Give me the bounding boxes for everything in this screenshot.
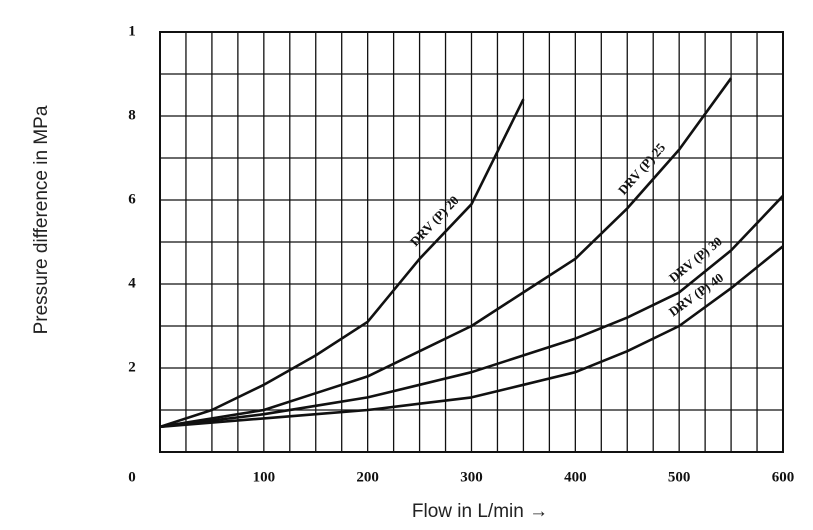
x-tick-label: 0	[128, 469, 136, 485]
plot-frame	[159, 31, 784, 453]
x-tick-label: 600	[772, 469, 795, 485]
y-tick-label: 8	[128, 107, 136, 123]
y-tick-label: 1	[128, 23, 136, 39]
line-series	[159, 77, 733, 429]
curve-label: DRV (P) 25	[615, 140, 669, 198]
curve-label: DRV (P) 20	[407, 193, 462, 249]
x-tick-label: 300	[460, 469, 483, 485]
y-tick-label: 2	[128, 359, 136, 375]
y-tick-label: 4	[128, 275, 136, 291]
line-series	[159, 98, 525, 429]
y-axis-label: Pressure difference in MPa	[31, 105, 52, 334]
x-tick-label: 500	[668, 469, 691, 485]
y-tick-label: 6	[128, 191, 136, 207]
x-tick-label: 400	[564, 469, 587, 485]
x-tick-label: 200	[356, 469, 379, 485]
x-tick-label: 100	[253, 469, 276, 485]
x-axis-label: Flow in L/min →	[412, 501, 548, 522]
line-series	[159, 245, 784, 429]
line-series	[159, 194, 784, 429]
